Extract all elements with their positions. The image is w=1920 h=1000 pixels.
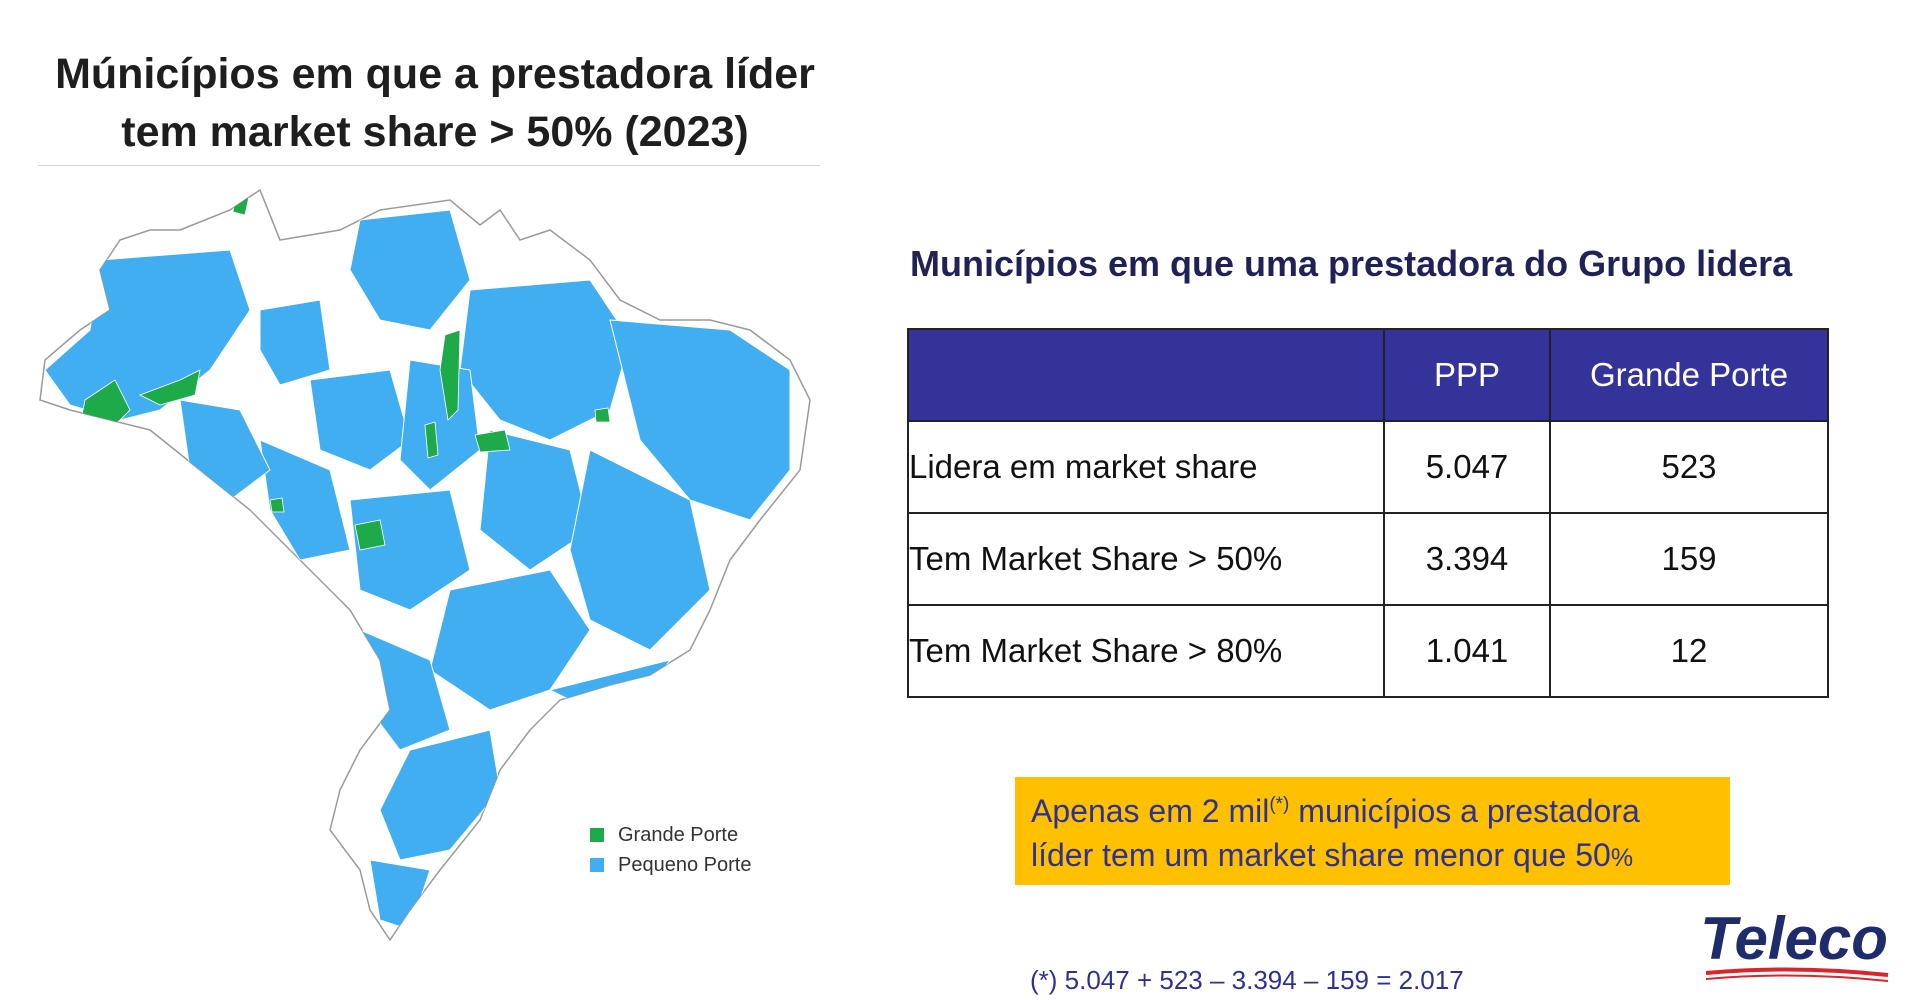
callout-line-2-text: líder tem um market share menor que 50 bbox=[1031, 837, 1611, 873]
header-cell-empty bbox=[907, 328, 1385, 422]
row-label: Tem Market Share > 50% bbox=[907, 512, 1385, 606]
legend-item-grande-porte: Grande Porte bbox=[590, 820, 751, 850]
map-panel: Múnicípios em que a prestadora líder tem… bbox=[30, 35, 830, 965]
footnote: (*) 5.047 + 523 – 3.394 – 159 = 2.017 bbox=[1030, 965, 1464, 995]
row-label: Tem Market Share > 80% bbox=[907, 604, 1385, 698]
leadership-table: PPP Grande Porte Lidera em market share … bbox=[907, 328, 1829, 698]
cell-grande-porte: 12 bbox=[1549, 604, 1829, 698]
callout-superscript: (*) bbox=[1269, 794, 1290, 815]
legend-label-pequeno-porte: Pequeno Porte bbox=[618, 853, 752, 876]
table-title: Municípios em que uma prestadora do Grup… bbox=[910, 243, 1793, 284]
map-title-line-1: Múnicípios em que a prestadora líder bbox=[55, 50, 815, 98]
teleco-logo: Teleco bbox=[1700, 905, 1889, 982]
cell-ppp: 1.041 bbox=[1383, 604, 1551, 698]
callout-percent: % bbox=[1610, 844, 1634, 872]
brazil-municipalities-map bbox=[39, 188, 811, 942]
callout-line-2: líder tem um market share menor que 50% bbox=[1031, 833, 1714, 880]
table-row: Tem Market Share > 50% 3.394 159 bbox=[907, 512, 1829, 606]
table-header-row: PPP Grande Porte bbox=[907, 328, 1829, 422]
map-title-line-2: tem market share > 50% (2023) bbox=[121, 108, 749, 156]
cell-grande-porte: 523 bbox=[1549, 420, 1829, 514]
callout-line-1: Apenas em 2 mil(*) municípios a prestado… bbox=[1031, 789, 1714, 833]
header-cell-ppp: PPP bbox=[1383, 328, 1551, 422]
legend-swatch-grande-porte bbox=[590, 828, 604, 842]
teleco-logo-text: Teleco bbox=[1700, 905, 1888, 972]
table-row: Tem Market Share > 80% 1.041 12 bbox=[907, 604, 1829, 698]
legend-item-pequeno-porte: Pequeno Porte bbox=[590, 850, 751, 880]
callout-text-before: Apenas em 2 mil bbox=[1031, 793, 1270, 829]
cell-ppp: 5.047 bbox=[1383, 420, 1551, 514]
map-legend: Grande Porte Pequeno Porte bbox=[590, 820, 751, 880]
callout-box: Apenas em 2 mil(*) municípios a prestado… bbox=[1015, 777, 1730, 885]
cell-ppp: 3.394 bbox=[1383, 512, 1551, 606]
row-label: Lidera em market share bbox=[907, 420, 1385, 514]
title-divider bbox=[38, 165, 820, 166]
cell-grande-porte: 159 bbox=[1549, 512, 1829, 606]
callout-text-after: municípios a prestadora bbox=[1289, 793, 1640, 829]
map-title: Múnicípios em que a prestadora líder tem… bbox=[40, 45, 830, 161]
legend-label-grande-porte: Grande Porte bbox=[618, 823, 739, 846]
legend-swatch-pequeno-porte bbox=[590, 858, 604, 872]
table-row: Lidera em market share 5.047 523 bbox=[907, 420, 1829, 514]
header-cell-grande-porte: Grande Porte bbox=[1549, 328, 1829, 422]
